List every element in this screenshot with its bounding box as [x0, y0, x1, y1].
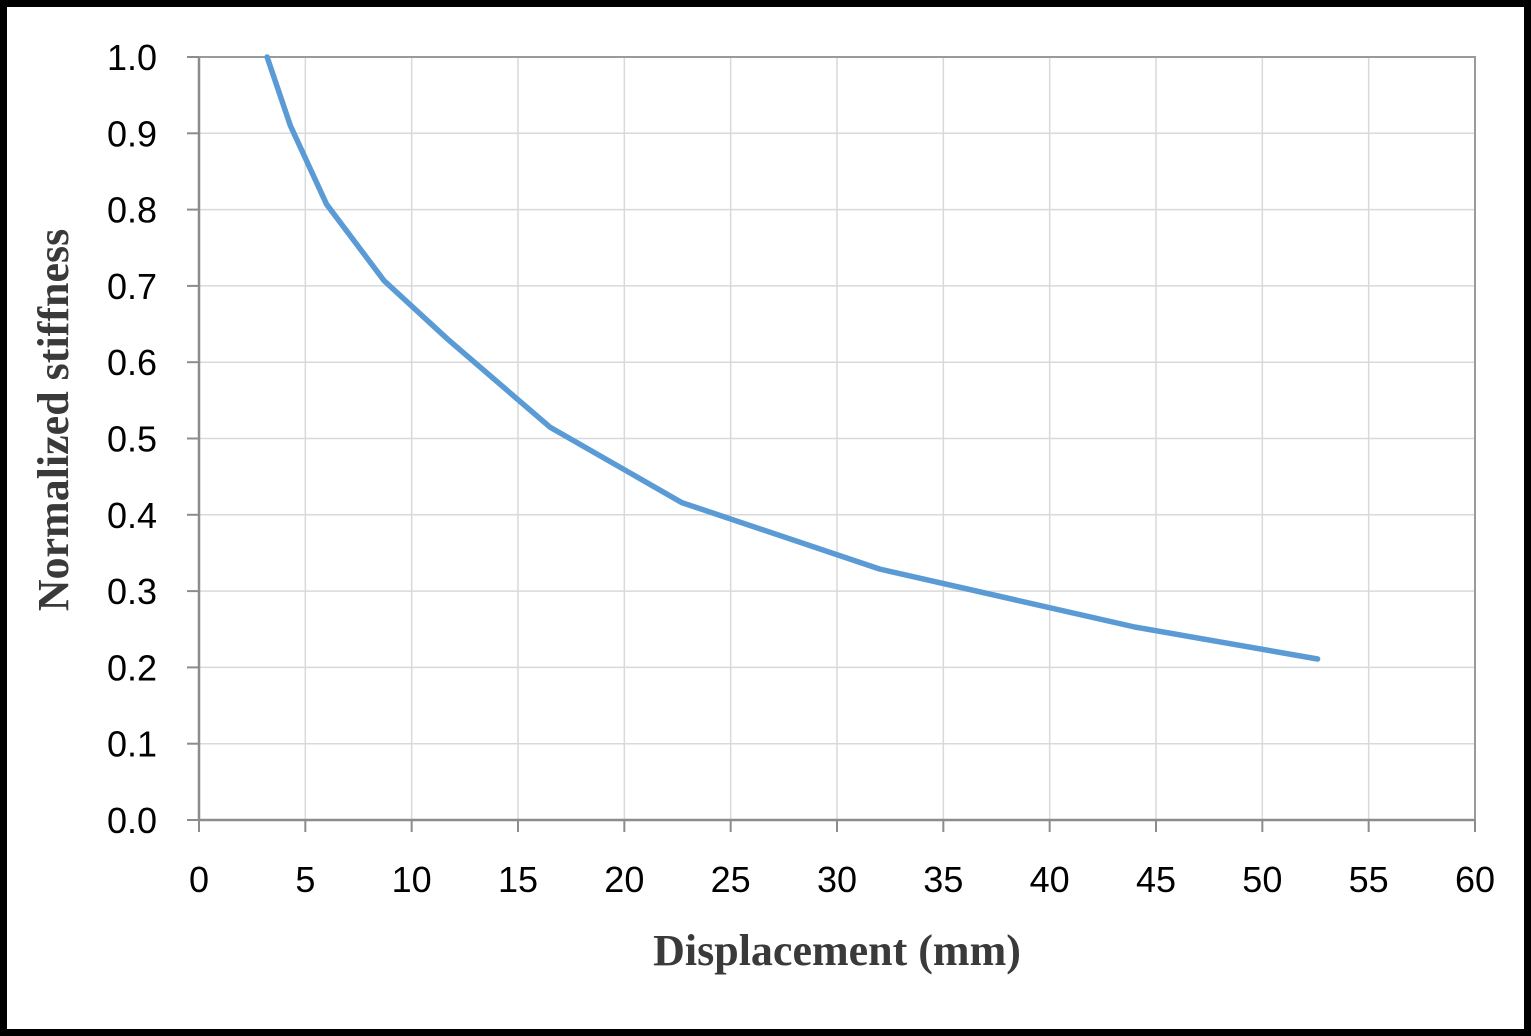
- gridlines: [199, 56, 1476, 820]
- y-tick-label: 0.6: [107, 342, 157, 383]
- x-tick-label: 0: [189, 859, 209, 900]
- y-tick-label: 0.5: [107, 419, 157, 460]
- y-axis-ticks: 0.0 0.1 0.2 0.3 0.4 0.5 0.6 0.7 0.8 0.9 1.0: [107, 37, 199, 841]
- y-tick-label: 0.3: [107, 571, 157, 612]
- x-tick-label: 5: [295, 859, 315, 900]
- x-axis-title: Displacement (mm): [653, 926, 1021, 975]
- x-axis-ticks: 0 5 10 15 20 25 30 35 40 45 50 55 60: [189, 820, 1495, 900]
- y-tick-label: 0.8: [107, 190, 157, 231]
- x-tick-label: 35: [923, 859, 963, 900]
- x-tick-label: 45: [1136, 859, 1176, 900]
- x-tick-label: 15: [498, 859, 538, 900]
- y-tick-label: 0.9: [107, 113, 157, 154]
- series-line-0: [264, 54, 1321, 662]
- x-tick-label: 10: [392, 859, 432, 900]
- y-tick-label: 0.7: [107, 266, 157, 307]
- y-tick-label: 1.0: [107, 37, 157, 78]
- x-tick-label: 60: [1455, 859, 1495, 900]
- y-tick-label: 0.1: [107, 724, 157, 765]
- x-tick-label: 30: [817, 859, 857, 900]
- x-tick-label: 20: [604, 859, 644, 900]
- series-layer: [264, 54, 1321, 662]
- y-tick-label: 0.0: [107, 800, 157, 841]
- x-tick-label: 25: [711, 859, 751, 900]
- y-axis-title: Normalized stiffness: [29, 229, 78, 612]
- x-tick-label: 50: [1242, 859, 1282, 900]
- y-tick-label: 0.4: [107, 495, 157, 536]
- x-tick-label: 40: [1030, 859, 1070, 900]
- y-tick-label: 0.2: [107, 647, 157, 688]
- x-tick-label: 55: [1349, 859, 1389, 900]
